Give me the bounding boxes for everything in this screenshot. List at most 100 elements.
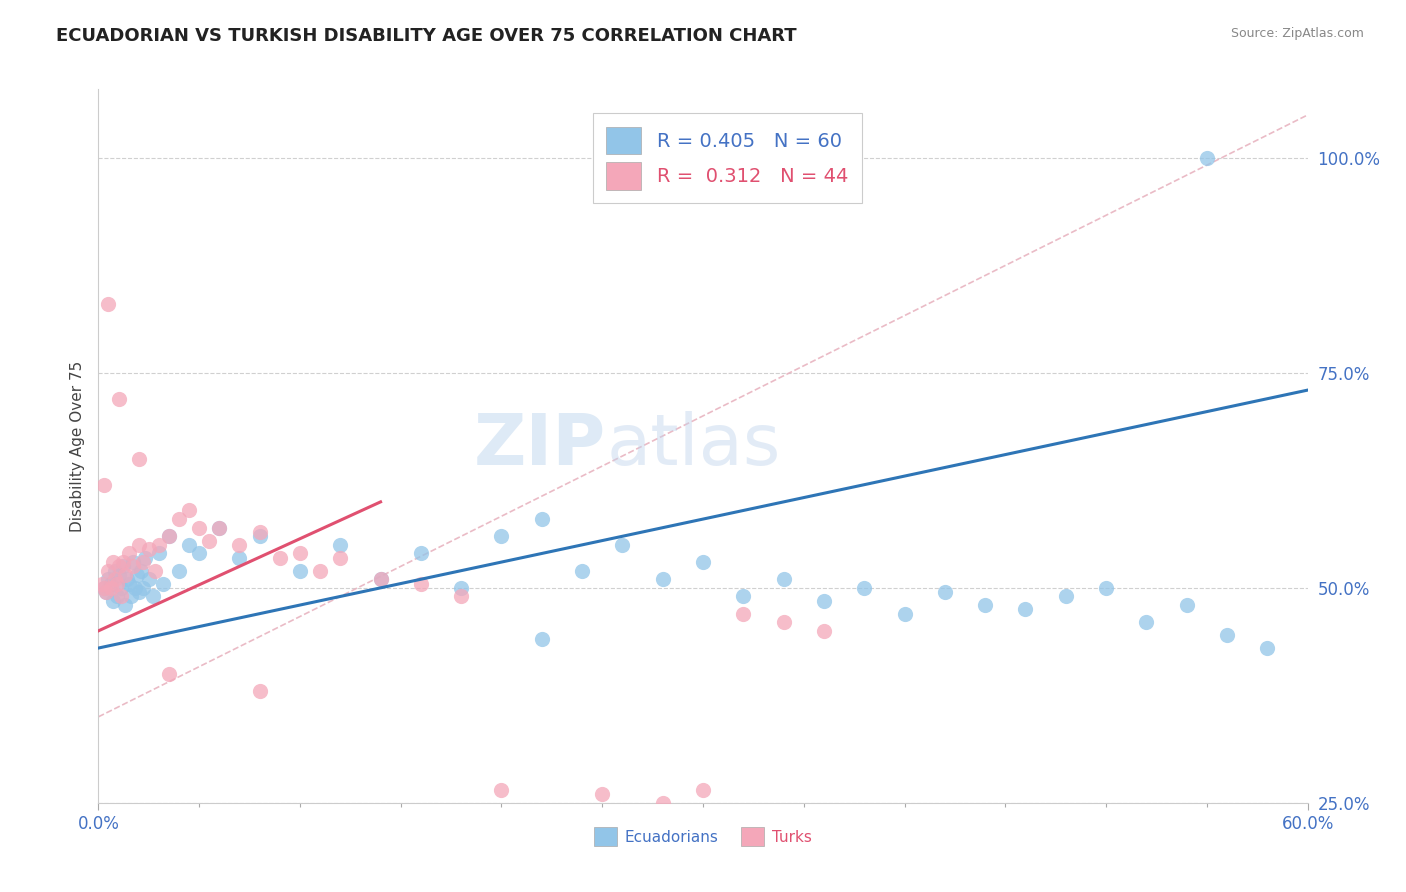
Ecuadorians <box>1175 598 1198 612</box>
Turks <box>309 564 332 578</box>
Turks <box>128 451 150 466</box>
Turks <box>111 555 134 569</box>
Turks <box>591 787 613 801</box>
Ecuadorians <box>142 590 165 604</box>
Turks <box>813 624 835 638</box>
Ecuadorians <box>101 593 124 607</box>
Turks <box>249 684 271 698</box>
Turks <box>269 550 291 565</box>
Ecuadorians <box>128 585 150 599</box>
Ecuadorians <box>138 572 160 586</box>
Ecuadorians <box>129 564 152 578</box>
Turks <box>128 538 150 552</box>
Ecuadorians <box>152 576 174 591</box>
Ecuadorians <box>124 581 146 595</box>
Ecuadorians <box>208 521 231 535</box>
Turks <box>91 576 114 591</box>
Ecuadorians <box>329 538 352 552</box>
Ecuadorians <box>167 564 190 578</box>
Text: ZIP: ZIP <box>474 411 606 481</box>
Turks <box>288 546 311 560</box>
Turks <box>100 581 122 595</box>
Ecuadorians <box>132 581 155 595</box>
Turks <box>329 550 352 565</box>
Ecuadorians <box>118 576 141 591</box>
Ecuadorians <box>530 512 553 526</box>
Ecuadorians <box>100 576 122 591</box>
Ecuadorians <box>148 546 170 560</box>
Ecuadorians <box>288 564 311 578</box>
Text: Source: ZipAtlas.com: Source: ZipAtlas.com <box>1230 27 1364 40</box>
Turks <box>157 529 180 543</box>
Turks <box>148 538 170 552</box>
Turks <box>188 521 211 535</box>
Ecuadorians <box>571 564 593 578</box>
Ecuadorians <box>120 590 142 604</box>
Turks <box>103 572 125 586</box>
Ecuadorians <box>853 581 876 595</box>
Ecuadorians <box>1256 641 1278 656</box>
Turks <box>114 568 136 582</box>
Ecuadorians <box>974 598 997 612</box>
Ecuadorians <box>103 564 125 578</box>
Ecuadorians <box>934 585 956 599</box>
Ecuadorians <box>733 590 755 604</box>
Y-axis label: Disability Age Over 75: Disability Age Over 75 <box>69 360 84 532</box>
Ecuadorians <box>179 538 201 552</box>
Ecuadorians <box>107 568 129 582</box>
Turks <box>167 512 190 526</box>
Ecuadorians <box>121 555 143 569</box>
Ecuadorians <box>893 607 915 621</box>
Turks <box>107 392 129 406</box>
Turks <box>733 607 755 621</box>
Turks <box>450 590 472 604</box>
Turks <box>101 555 124 569</box>
Ecuadorians <box>1216 628 1239 642</box>
Turks <box>208 521 231 535</box>
Legend: Ecuadorians, Turks: Ecuadorians, Turks <box>588 822 818 852</box>
Turks <box>93 477 115 491</box>
Turks <box>138 542 160 557</box>
Ecuadorians <box>1095 581 1118 595</box>
Turks <box>409 576 432 591</box>
Ecuadorians <box>93 581 115 595</box>
Turks <box>93 581 115 595</box>
Ecuadorians <box>813 593 835 607</box>
Turks <box>107 559 129 574</box>
Ecuadorians <box>96 585 118 599</box>
Ecuadorians <box>530 632 553 647</box>
Turks <box>121 559 143 574</box>
Turks <box>772 615 794 630</box>
Ecuadorians <box>110 581 132 595</box>
Turks <box>97 297 120 311</box>
Turks <box>157 666 180 681</box>
Ecuadorians <box>370 572 392 586</box>
Ecuadorians <box>692 555 714 569</box>
Ecuadorians <box>115 572 138 586</box>
Text: ECUADORIAN VS TURKISH DISABILITY AGE OVER 75 CORRELATION CHART: ECUADORIAN VS TURKISH DISABILITY AGE OVE… <box>56 27 797 45</box>
Turks <box>692 783 714 797</box>
Ecuadorians <box>1014 602 1036 616</box>
Ecuadorians <box>228 550 250 565</box>
Turks <box>105 576 128 591</box>
Turks <box>110 590 132 604</box>
Text: atlas: atlas <box>606 411 780 481</box>
Ecuadorians <box>612 538 634 552</box>
Ecuadorians <box>111 559 134 574</box>
Ecuadorians <box>249 529 271 543</box>
Ecuadorians <box>157 529 180 543</box>
Ecuadorians <box>97 572 120 586</box>
Ecuadorians <box>772 572 794 586</box>
Turks <box>143 564 166 578</box>
Ecuadorians <box>188 546 211 560</box>
Ecuadorians <box>114 598 136 612</box>
Turks <box>179 503 201 517</box>
Turks <box>370 572 392 586</box>
Turks <box>651 796 673 810</box>
Ecuadorians <box>450 581 472 595</box>
Ecuadorians <box>1135 615 1157 630</box>
Turks <box>249 524 271 539</box>
Ecuadorians <box>651 572 673 586</box>
Turks <box>118 546 141 560</box>
Turks <box>228 538 250 552</box>
